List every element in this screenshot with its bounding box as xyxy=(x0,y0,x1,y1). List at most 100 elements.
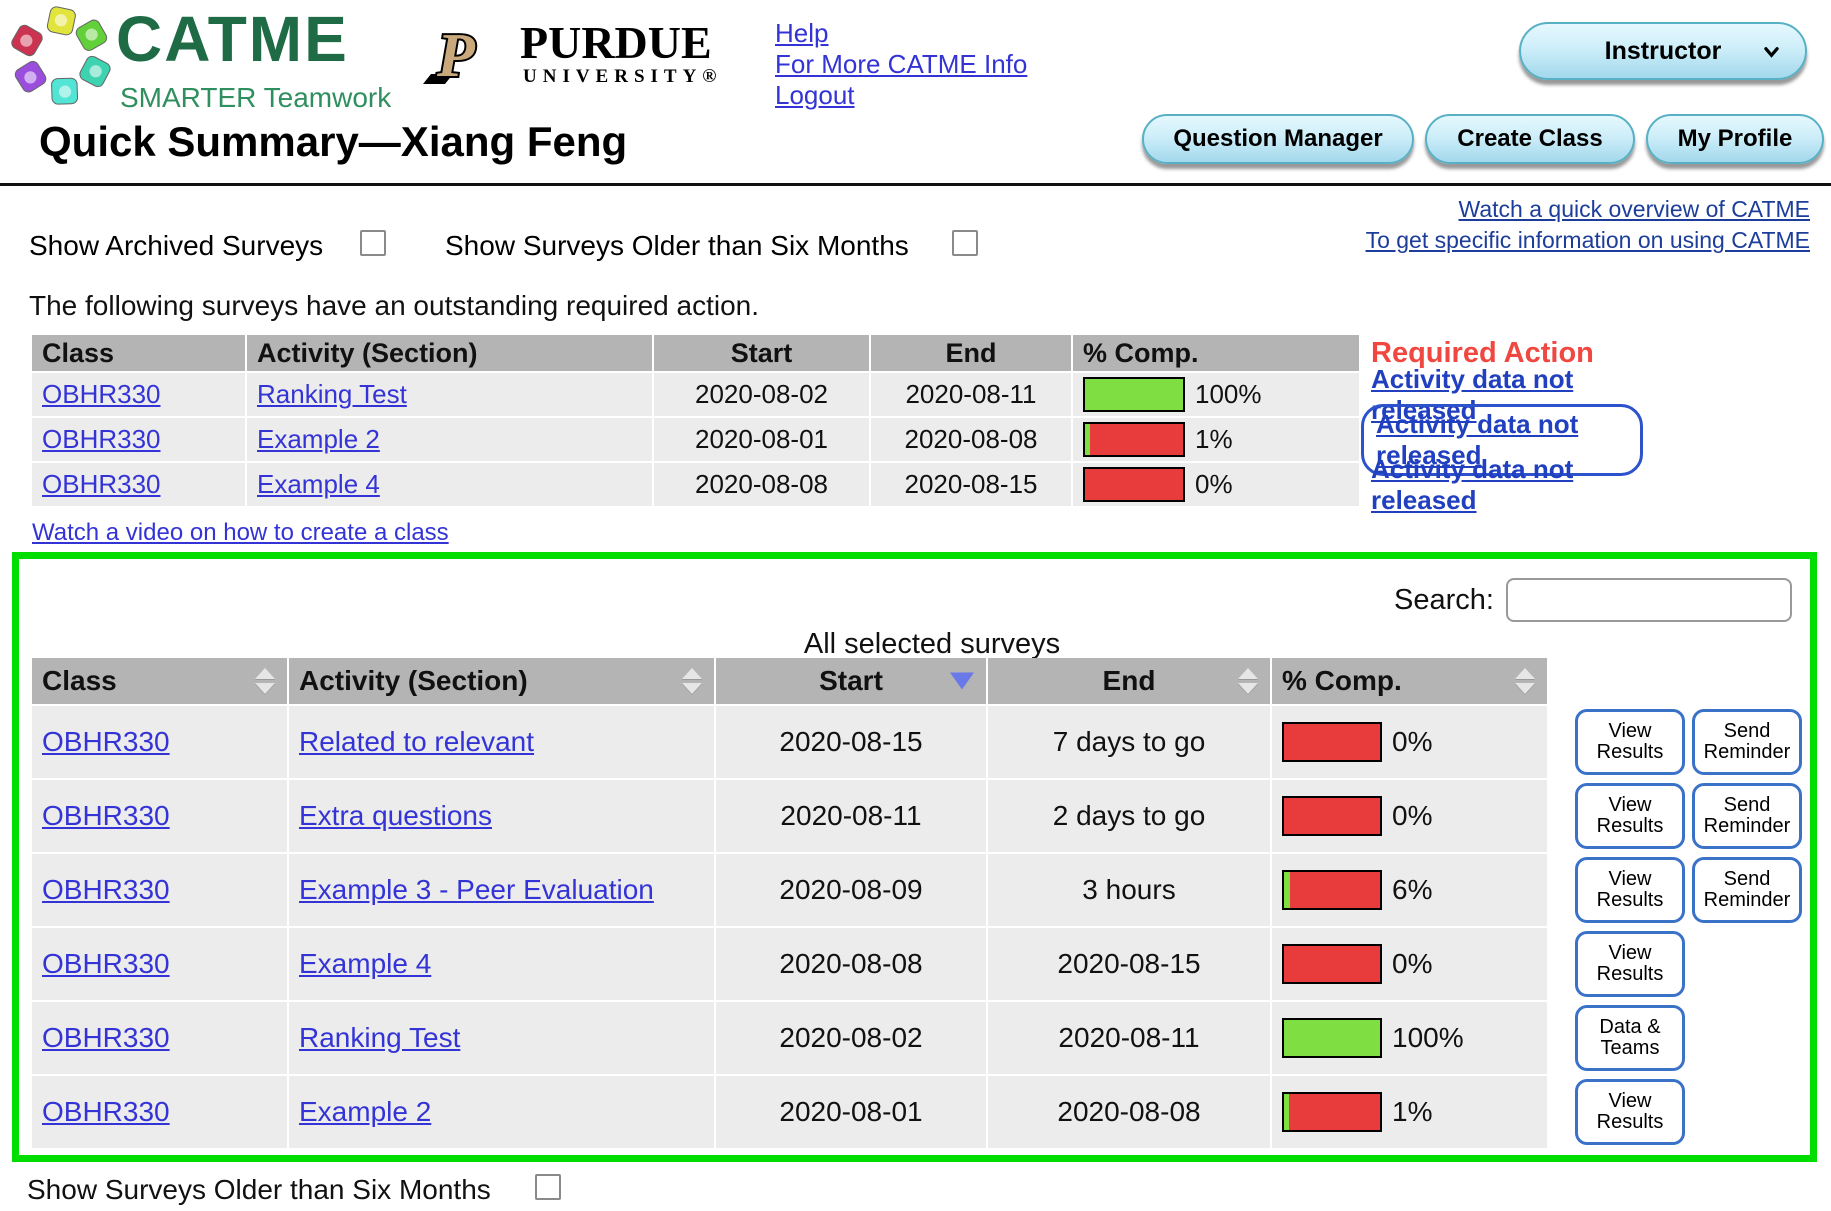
required-action-cell: Activity data not released xyxy=(1361,454,1653,515)
completion-bar xyxy=(1282,722,1382,762)
class-link[interactable]: OBHR330 xyxy=(42,469,161,499)
create-class-video-link[interactable]: Watch a video on how to create a class xyxy=(32,519,449,546)
watch-overview-link[interactable]: Watch a quick overview of CATME xyxy=(1458,196,1811,222)
sort-header-start[interactable]: Start xyxy=(716,658,986,704)
highlighted-section-border xyxy=(12,552,1817,1162)
view-results-button[interactable]: View Results xyxy=(1575,1079,1685,1145)
logout-link[interactable]: Logout xyxy=(775,80,855,110)
completion-cell: 100% xyxy=(1272,1002,1547,1074)
selected-surveys-title: All selected surveys xyxy=(803,628,1061,660)
activity-link[interactable]: Ranking Test xyxy=(257,379,407,409)
create-class-button[interactable]: Create Class xyxy=(1425,114,1635,164)
activity-link[interactable]: Example 2 xyxy=(257,424,380,454)
class-link[interactable]: OBHR330 xyxy=(42,379,161,409)
table-row-cell: OBHR330 xyxy=(32,1076,287,1148)
page-title: Quick Summary—Xiang Feng xyxy=(39,118,628,165)
sort-icon xyxy=(1515,668,1535,694)
sort-header-end[interactable]: End xyxy=(988,658,1270,704)
activity-link[interactable]: Ranking Test xyxy=(299,1022,461,1053)
sort-header-comp[interactable]: % Comp. xyxy=(1272,658,1547,704)
activity-data-not-released-link[interactable]: Activity data not released xyxy=(1376,408,1579,470)
more-catme-info-link[interactable]: For More CATME Info xyxy=(775,49,1028,79)
start-date: 2020-08-15 xyxy=(716,706,986,778)
completion-percent: 1% xyxy=(1392,1096,1433,1127)
end-date: 2020-08-15 xyxy=(988,928,1270,1000)
table-row-cell: OBHR330 xyxy=(32,1002,287,1074)
search-label: Search: xyxy=(1394,584,1494,616)
column-header-required-action: Required Action xyxy=(1371,336,1594,369)
class-link[interactable]: OBHR330 xyxy=(42,424,161,454)
help-link[interactable]: Help xyxy=(775,18,829,48)
class-link[interactable]: OBHR330 xyxy=(42,1096,170,1127)
specific-info-link[interactable]: To get specific information on using CAT… xyxy=(1365,227,1810,253)
send-reminder-button[interactable]: Send Reminder xyxy=(1692,709,1802,775)
class-link[interactable]: OBHR330 xyxy=(42,800,170,831)
table-row-cell: OBHR330 xyxy=(32,854,287,926)
data-teams-button[interactable]: Data & Teams xyxy=(1575,1005,1685,1071)
view-results-button[interactable]: View Results xyxy=(1575,783,1685,849)
required-action-intro: The following surveys have an outstandin… xyxy=(29,290,759,321)
catme-tagline: SMARTER Teamwork xyxy=(120,82,392,113)
start-date: 2020-08-02 xyxy=(654,373,869,416)
top-links: Help For More CATME Info Logout xyxy=(775,18,1027,111)
activity-link[interactable]: Related to relevant xyxy=(299,726,535,757)
search-input[interactable] xyxy=(1506,578,1792,622)
table-row-cell: OBHR330 xyxy=(32,463,245,506)
completion-percent: 100% xyxy=(1195,379,1262,409)
sort-icon xyxy=(682,668,702,694)
completion-cell: 100% xyxy=(1073,373,1359,416)
activity-link[interactable]: Example 2 xyxy=(299,1096,432,1127)
my-profile-button[interactable]: My Profile xyxy=(1646,114,1824,164)
table-row-cell: Ranking Test xyxy=(289,1002,714,1074)
purdue-p-icon: P xyxy=(423,20,478,92)
role-dropdown[interactable]: Instructor xyxy=(1519,22,1807,80)
activity-link[interactable]: Example 4 xyxy=(257,469,380,499)
completion-cell: 0% xyxy=(1272,706,1547,778)
completion-percent: 0% xyxy=(1195,469,1233,499)
required-action-cell: Activity data not released xyxy=(1361,403,1653,476)
end-date: 2020-08-08 xyxy=(871,418,1071,461)
table-row-cell: OBHR330 xyxy=(32,418,245,461)
send-reminder-button[interactable]: Send Reminder xyxy=(1692,783,1802,849)
completion-percent: 1% xyxy=(1195,424,1233,454)
end-date: 2020-08-11 xyxy=(871,373,1071,416)
view-results-button[interactable]: View Results xyxy=(1575,857,1685,923)
view-results-button[interactable]: View Results xyxy=(1575,931,1685,997)
column-header-end: End xyxy=(871,335,1071,371)
overview-links: Watch a quick overview of CATME To get s… xyxy=(1366,196,1810,254)
activity-link[interactable]: Example 4 xyxy=(299,948,432,979)
header-divider xyxy=(0,183,1831,186)
table-row-cell: OBHR330 xyxy=(32,373,245,416)
focus-ring: Activity data not released xyxy=(1361,403,1643,476)
completion-bar xyxy=(1282,796,1382,836)
activity-data-not-released-link[interactable]: Activity data not released xyxy=(1371,363,1574,425)
view-results-button[interactable]: View Results xyxy=(1575,709,1685,775)
show-older-bottom-checkbox[interactable] xyxy=(535,1174,561,1200)
send-reminder-button[interactable]: Send Reminder xyxy=(1692,857,1802,923)
table-row-cell: OBHR330 xyxy=(32,706,287,778)
catme-logo xyxy=(10,6,112,108)
sort-header-class[interactable]: Class xyxy=(32,658,287,704)
completion-cell: 1% xyxy=(1073,418,1359,461)
class-link[interactable]: OBHR330 xyxy=(42,948,170,979)
start-date: 2020-08-11 xyxy=(716,780,986,852)
required-action-cell: Activity data not released xyxy=(1361,364,1653,425)
class-link[interactable]: OBHR330 xyxy=(42,874,170,905)
question-manager-button[interactable]: Question Manager xyxy=(1142,114,1414,164)
table-row-cell: Related to relevant xyxy=(289,706,714,778)
activity-link[interactable]: Extra questions xyxy=(299,800,492,831)
class-link[interactable]: OBHR330 xyxy=(42,1022,170,1053)
all-surveys-table: Class Activity (Section) Start End % Com… xyxy=(32,658,1547,1148)
create-class-label: Create Class xyxy=(1457,125,1603,152)
show-older-checkbox[interactable] xyxy=(952,230,978,256)
class-link[interactable]: OBHR330 xyxy=(42,726,170,757)
sort-header-activity[interactable]: Activity (Section) xyxy=(289,658,714,704)
completion-cell: 0% xyxy=(1272,928,1547,1000)
show-older-label: Show Surveys Older than Six Months xyxy=(445,230,909,261)
activity-link[interactable]: Example 3 - Peer Evaluation xyxy=(299,874,654,905)
show-older-bottom-label: Show Surveys Older than Six Months xyxy=(27,1174,491,1205)
activity-data-not-released-link[interactable]: Activity data not released xyxy=(1371,453,1574,515)
completion-bar xyxy=(1083,422,1185,457)
completion-cell: 6% xyxy=(1272,854,1547,926)
show-archived-checkbox[interactable] xyxy=(360,230,386,256)
